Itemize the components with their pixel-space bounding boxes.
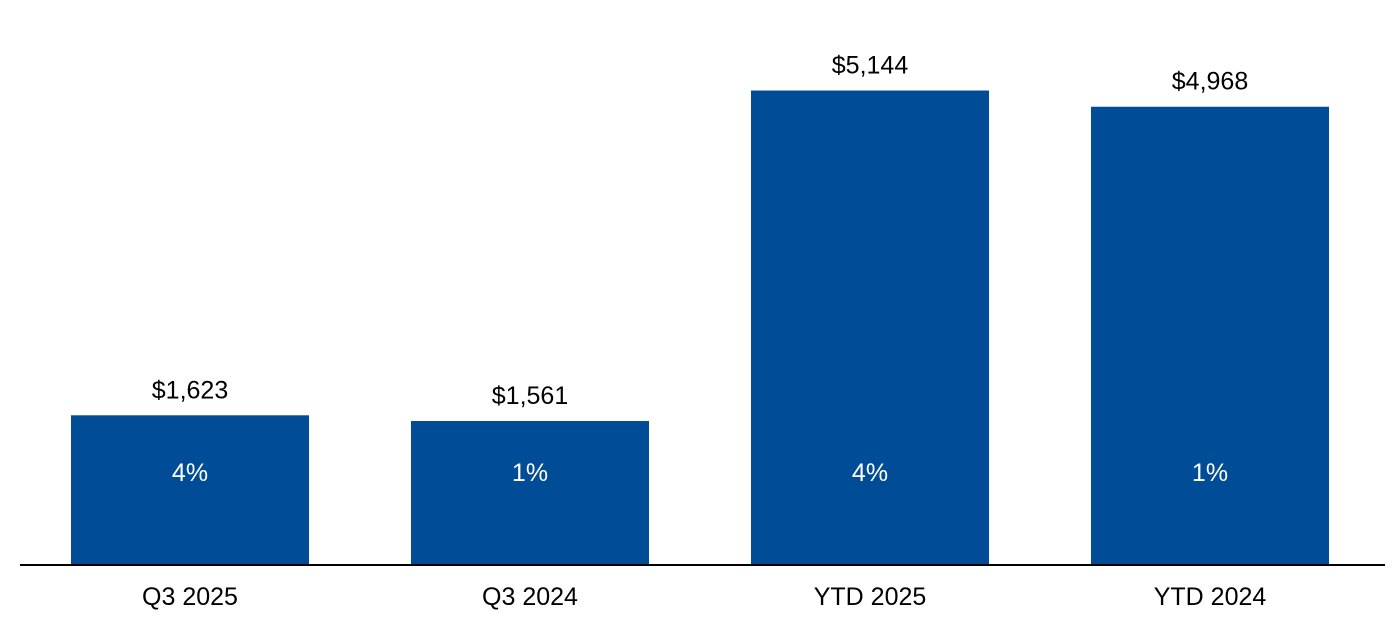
bar-percent-label-3: 1% [1192, 459, 1228, 487]
bar-percent-label-1: 1% [512, 459, 548, 487]
category-label-1: Q3 2024 [482, 583, 578, 611]
category-label-3: YTD 2024 [1154, 583, 1267, 611]
value-label-1: $1,561 [492, 382, 568, 410]
bar-percent-label-2: 4% [852, 459, 888, 487]
bar-3 [1091, 106, 1329, 566]
value-label-3: $4,968 [1172, 68, 1248, 96]
labels-layer: $1,623 4% Q3 2025 $1,561 1% Q3 2024 $5,144 4% YT… [142, 52, 1266, 611]
bar-percent-label-0: 4% [172, 459, 208, 487]
value-label-2: $5,144 [832, 52, 909, 80]
bar-0 [71, 415, 309, 565]
value-label-0: $1,623 [152, 376, 228, 404]
bar-1 [411, 421, 649, 565]
bar-2 [751, 90, 989, 565]
category-label-0: Q3 2025 [142, 583, 238, 611]
category-label-2: YTD 2025 [814, 583, 927, 611]
bars-layer [71, 90, 1329, 566]
